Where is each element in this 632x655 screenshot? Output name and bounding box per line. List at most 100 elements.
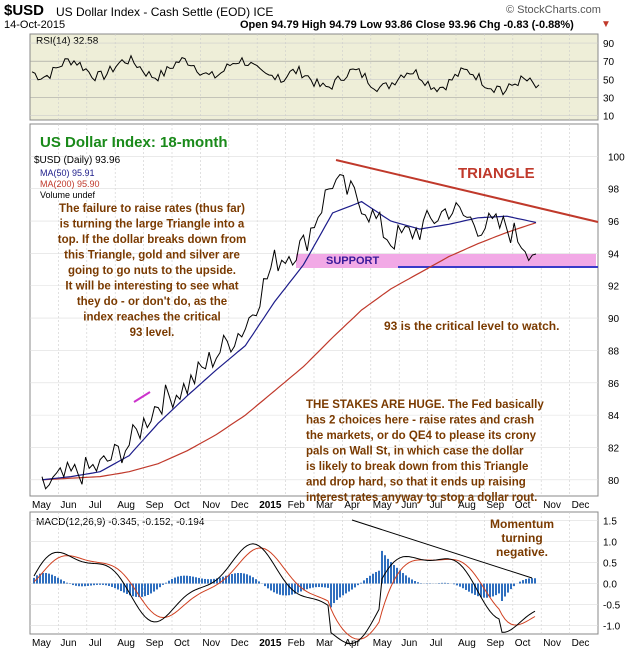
legend-usd: $USD (Daily) 93.96: [34, 155, 121, 166]
x-label: Oct: [515, 500, 531, 511]
macd-hist-bar: [48, 573, 50, 584]
macd-hist-bar: [219, 577, 221, 584]
macd-tick-label: 0.0: [603, 580, 617, 591]
macd-hist-bar: [480, 583, 482, 598]
stakes-note-line: is likely to break down from this Triang…: [306, 461, 528, 473]
x-label: Nov: [202, 500, 220, 511]
price-tick-label: 96: [608, 217, 620, 228]
macd-hist-bar: [474, 583, 476, 595]
macd-hist-bar: [174, 577, 176, 584]
macd-hist-bar: [444, 582, 446, 584]
macd-hist-bar: [387, 558, 389, 584]
x-label: 2015: [259, 638, 282, 649]
price-tick-label: 92: [608, 282, 620, 293]
rsi-line: [31, 54, 540, 96]
macd-tick-label: -1.0: [603, 622, 621, 633]
macd-hist-bar: [105, 583, 107, 586]
macd-hist-bar: [453, 583, 455, 585]
macd-hist-bar: [369, 575, 371, 584]
x-label: Sep: [146, 500, 164, 511]
rsi-tick-label: 70: [603, 57, 615, 68]
macd-hist-bar: [411, 579, 413, 584]
x-label: May: [32, 500, 51, 511]
left-note: The failure to raise rates (thus far) is …: [58, 203, 247, 339]
macd-hist-bar: [198, 577, 200, 584]
price-title: US Dollar Index: 18-month: [40, 134, 228, 151]
left-note-line: top. If the dollar breaks down from: [58, 234, 247, 246]
macd-hist-bar: [60, 579, 62, 584]
x-label: Apr: [344, 638, 360, 649]
macd-hist-bar: [204, 578, 206, 584]
macd-grid: [58, 512, 570, 634]
macd-hist-bar: [177, 576, 179, 584]
ma200-line: [41, 222, 537, 481]
rsi-tick-label: 90: [603, 39, 615, 50]
macd-hist-bar: [165, 582, 167, 584]
macd-hist-bar: [102, 583, 104, 585]
left-note-line: It will be interesting to see what: [65, 281, 238, 293]
x-label: Sep: [146, 638, 164, 649]
macd-hist-bar: [42, 572, 44, 584]
x-label: Dec: [231, 638, 249, 649]
macd-hist-bar: [72, 583, 74, 586]
macd-tick-label: 1.0: [603, 537, 617, 548]
macd-hist-bar: [228, 574, 230, 584]
macd-hist-bar: [51, 574, 53, 584]
macd-hist-bar: [99, 583, 101, 585]
macd-hist-bar: [195, 577, 197, 584]
price-tick-label: 94: [608, 249, 620, 260]
macd-hist-bar: [75, 583, 77, 586]
macd-hist-bar: [330, 583, 332, 608]
macd-hist-bar: [351, 583, 353, 590]
macd-hist-bar: [153, 583, 155, 592]
macd-hist-bar: [111, 583, 113, 587]
macd-hist-bar: [405, 575, 407, 584]
macd-hist-bar: [210, 579, 212, 584]
chart-name: US Dollar Index - Cash Settle (EOD) ICE: [56, 5, 273, 19]
macd-hist-bar: [225, 575, 227, 584]
macd-hist-bar: [507, 583, 509, 593]
macd-hist-bar: [399, 570, 401, 584]
macd-hist-bar: [468, 583, 470, 592]
macd-hist-bar: [462, 583, 464, 589]
x-label: Jun: [60, 500, 76, 511]
price-tick-label: 88: [608, 346, 620, 357]
rsi-tick-label: 50: [603, 75, 615, 86]
macd-hist-bar: [207, 579, 209, 584]
macd-histogram: [33, 550, 536, 608]
macd-hist-bar: [363, 580, 365, 584]
x-axis-labels-middle: May Jun Jul Aug Sep Oct Nov Dec 2015 Feb Mar Apr May…: [32, 500, 589, 511]
x-label: May: [373, 638, 392, 649]
momentum-note-line: turning: [501, 531, 542, 545]
macd-hist-bar: [159, 583, 161, 588]
x-label: Sep: [486, 638, 504, 649]
macd-hist-bar: [534, 578, 536, 584]
left-note-line: index reaches the critical: [83, 312, 220, 324]
macd-hist-bar: [123, 583, 125, 593]
stakes-note-line: interest rates anyway to stop a dollar r…: [306, 492, 537, 504]
exchange-label: ICE: [253, 5, 274, 19]
price-tick-label: 80: [608, 476, 620, 487]
macd-hist-bar: [93, 583, 95, 586]
macd-hist-bar: [249, 575, 251, 584]
macd-hist-bar: [267, 583, 269, 589]
x-label: Dec: [231, 500, 249, 511]
macd-hist-bar: [114, 583, 116, 589]
rsi-ticks: 90 70 50 30 10: [30, 39, 615, 122]
x-label: May: [32, 638, 51, 649]
macd-hist-bar: [441, 582, 443, 584]
x-label: Mar: [316, 638, 334, 649]
macd-tick-label: 0.5: [603, 558, 617, 569]
left-note-line: 93 level.: [130, 327, 175, 339]
macd-hist-bar: [39, 573, 41, 584]
x-label: Dec: [572, 638, 590, 649]
macd-hist-bar: [255, 579, 257, 584]
legend-volume: Volume undef: [40, 190, 96, 200]
x-label: May: [373, 500, 392, 511]
macd-hist-bar: [162, 583, 164, 585]
macd-hist-bar: [498, 583, 500, 594]
macd-hist-bar: [408, 577, 410, 584]
macd-hist-bar: [402, 573, 404, 584]
x-label: Feb: [288, 500, 306, 511]
